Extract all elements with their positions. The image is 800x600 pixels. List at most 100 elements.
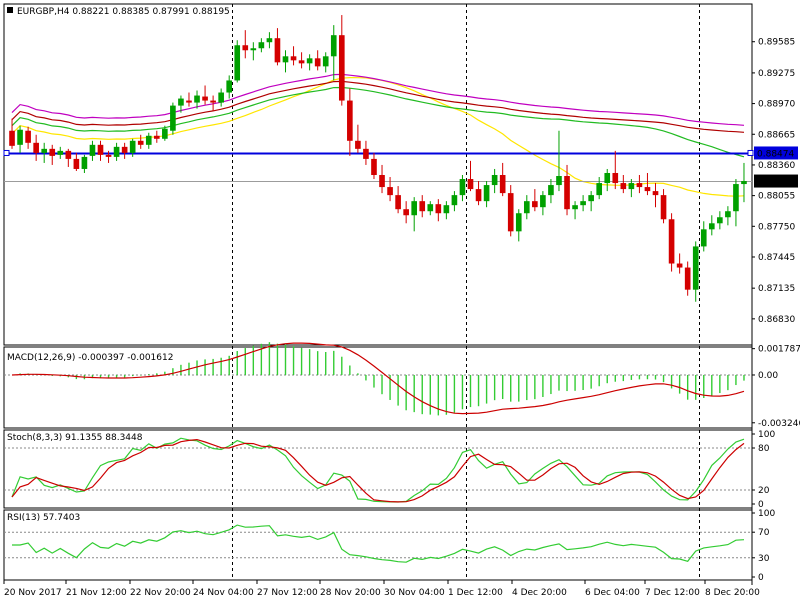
price-tick-label: 0.89275: [758, 69, 795, 79]
stoch-label: Stoch(8,3,3) 91.1355 88.3448: [7, 433, 143, 443]
stoch-main-line: [11, 437, 745, 503]
candle-body: [612, 172, 619, 184]
candle-body: [194, 95, 200, 103]
candle-body: [427, 204, 434, 212]
time-tick-label: 28 Nov 20:00: [320, 588, 381, 598]
candle-body: [523, 201, 530, 214]
candle-body: [676, 263, 683, 268]
current-price-box: [754, 174, 798, 188]
candle-body: [604, 172, 611, 184]
candle-body: [660, 195, 667, 220]
candle-body: [202, 96, 208, 101]
moving-average-green: [11, 86, 745, 158]
level-price-box: [754, 146, 798, 160]
stoch-tick-label: 20: [758, 486, 770, 496]
candle-body: [33, 142, 39, 153]
time-tick-label: 24 Nov 04:00: [193, 588, 254, 598]
price-tick-label: 0.88665: [758, 130, 795, 140]
candle-body: [17, 129, 23, 145]
candle-body: [628, 183, 635, 190]
time-tick-label: 30 Nov 04:00: [384, 588, 445, 598]
time-tick-label: 8 Dec 20:00: [705, 588, 760, 598]
stoch-tick-label: 100: [758, 430, 775, 440]
price-tick-label: 0.86830: [758, 315, 795, 325]
price-tick-label: 0.88970: [758, 100, 795, 110]
candle-body: [700, 229, 707, 247]
candle-body: [507, 193, 514, 232]
candle-body: [419, 201, 426, 212]
price-pane-frame: [3, 3, 753, 346]
candle-body: [572, 205, 578, 210]
candle-body: [443, 205, 450, 214]
candle-body: [250, 48, 257, 51]
current-price-label: 0.88195: [757, 178, 794, 188]
candle-body: [282, 56, 289, 63]
candle-body: [717, 217, 723, 224]
candle-body: [411, 201, 418, 216]
candle-body: [347, 100, 353, 141]
candle-body: [580, 201, 586, 206]
candle-body: [41, 148, 48, 153]
level-handle-left: [3, 149, 10, 156]
candle-body: [668, 219, 675, 264]
time-tick-label: 4 Dec 20:00: [512, 588, 567, 598]
candle-body: [451, 195, 458, 206]
candle-body: [379, 175, 385, 188]
candle-body: [162, 128, 168, 139]
candle-body: [652, 191, 659, 196]
candle-body: [355, 140, 361, 149]
stoch-tick-label: 80: [758, 444, 770, 454]
candle-body: [137, 140, 144, 145]
candle-body: [548, 185, 554, 196]
rsi-tick-label: 70: [758, 528, 770, 538]
price-tick-label: 0.88055: [758, 192, 795, 202]
candle-body: [226, 80, 233, 93]
candle-body: [467, 179, 474, 190]
candle-body: [475, 189, 482, 202]
candle-body: [708, 223, 715, 230]
candle-body: [725, 211, 731, 218]
price-tick-label: 0.87750: [758, 222, 795, 232]
price-tick-label: 0.88360: [758, 161, 795, 171]
candle-body: [298, 60, 305, 64]
candle-body: [636, 183, 643, 188]
candle-body: [210, 100, 216, 103]
candle-body: [170, 105, 176, 131]
price-tick-label: 0.87445: [758, 253, 795, 263]
time-tick-label: 27 Nov 12:00: [257, 588, 318, 598]
candle-body: [97, 144, 104, 155]
macd-label: MACD(12,26,9) -0.000397 -0.001612: [7, 353, 173, 363]
candle-body: [532, 201, 538, 208]
header-marker: [7, 7, 13, 13]
candle-body: [266, 38, 273, 43]
macd-tick-label: 0.001787: [758, 345, 800, 355]
time-tick-label: 6 Dec 04:00: [585, 588, 640, 598]
candle-body: [338, 35, 345, 101]
candle-body: [73, 158, 80, 169]
candle-body: [540, 195, 546, 208]
rsi-tick-label: 0: [758, 573, 764, 583]
candle-body: [435, 204, 442, 214]
stoch-signal-line: [11, 438, 745, 503]
candle-body: [330, 35, 337, 57]
rsi-line: [12, 524, 745, 563]
candle-body: [556, 176, 562, 186]
candle-body: [49, 148, 56, 156]
candle-body: [129, 140, 136, 153]
moving-average-yellow: [11, 76, 745, 197]
candle-body: [105, 154, 112, 157]
candle-body: [564, 176, 570, 210]
candle-body: [290, 56, 297, 61]
candle-body: [588, 195, 594, 202]
candle-body: [145, 135, 152, 145]
macd-tick-label: -0.003246: [758, 419, 800, 429]
candle-body: [81, 156, 88, 169]
candle-body: [322, 56, 329, 67]
price-tick-label: 0.87135: [758, 284, 795, 294]
candle-body: [515, 213, 522, 232]
candle-body: [483, 185, 490, 202]
candle-body: [121, 146, 128, 153]
candle-body: [178, 98, 184, 106]
